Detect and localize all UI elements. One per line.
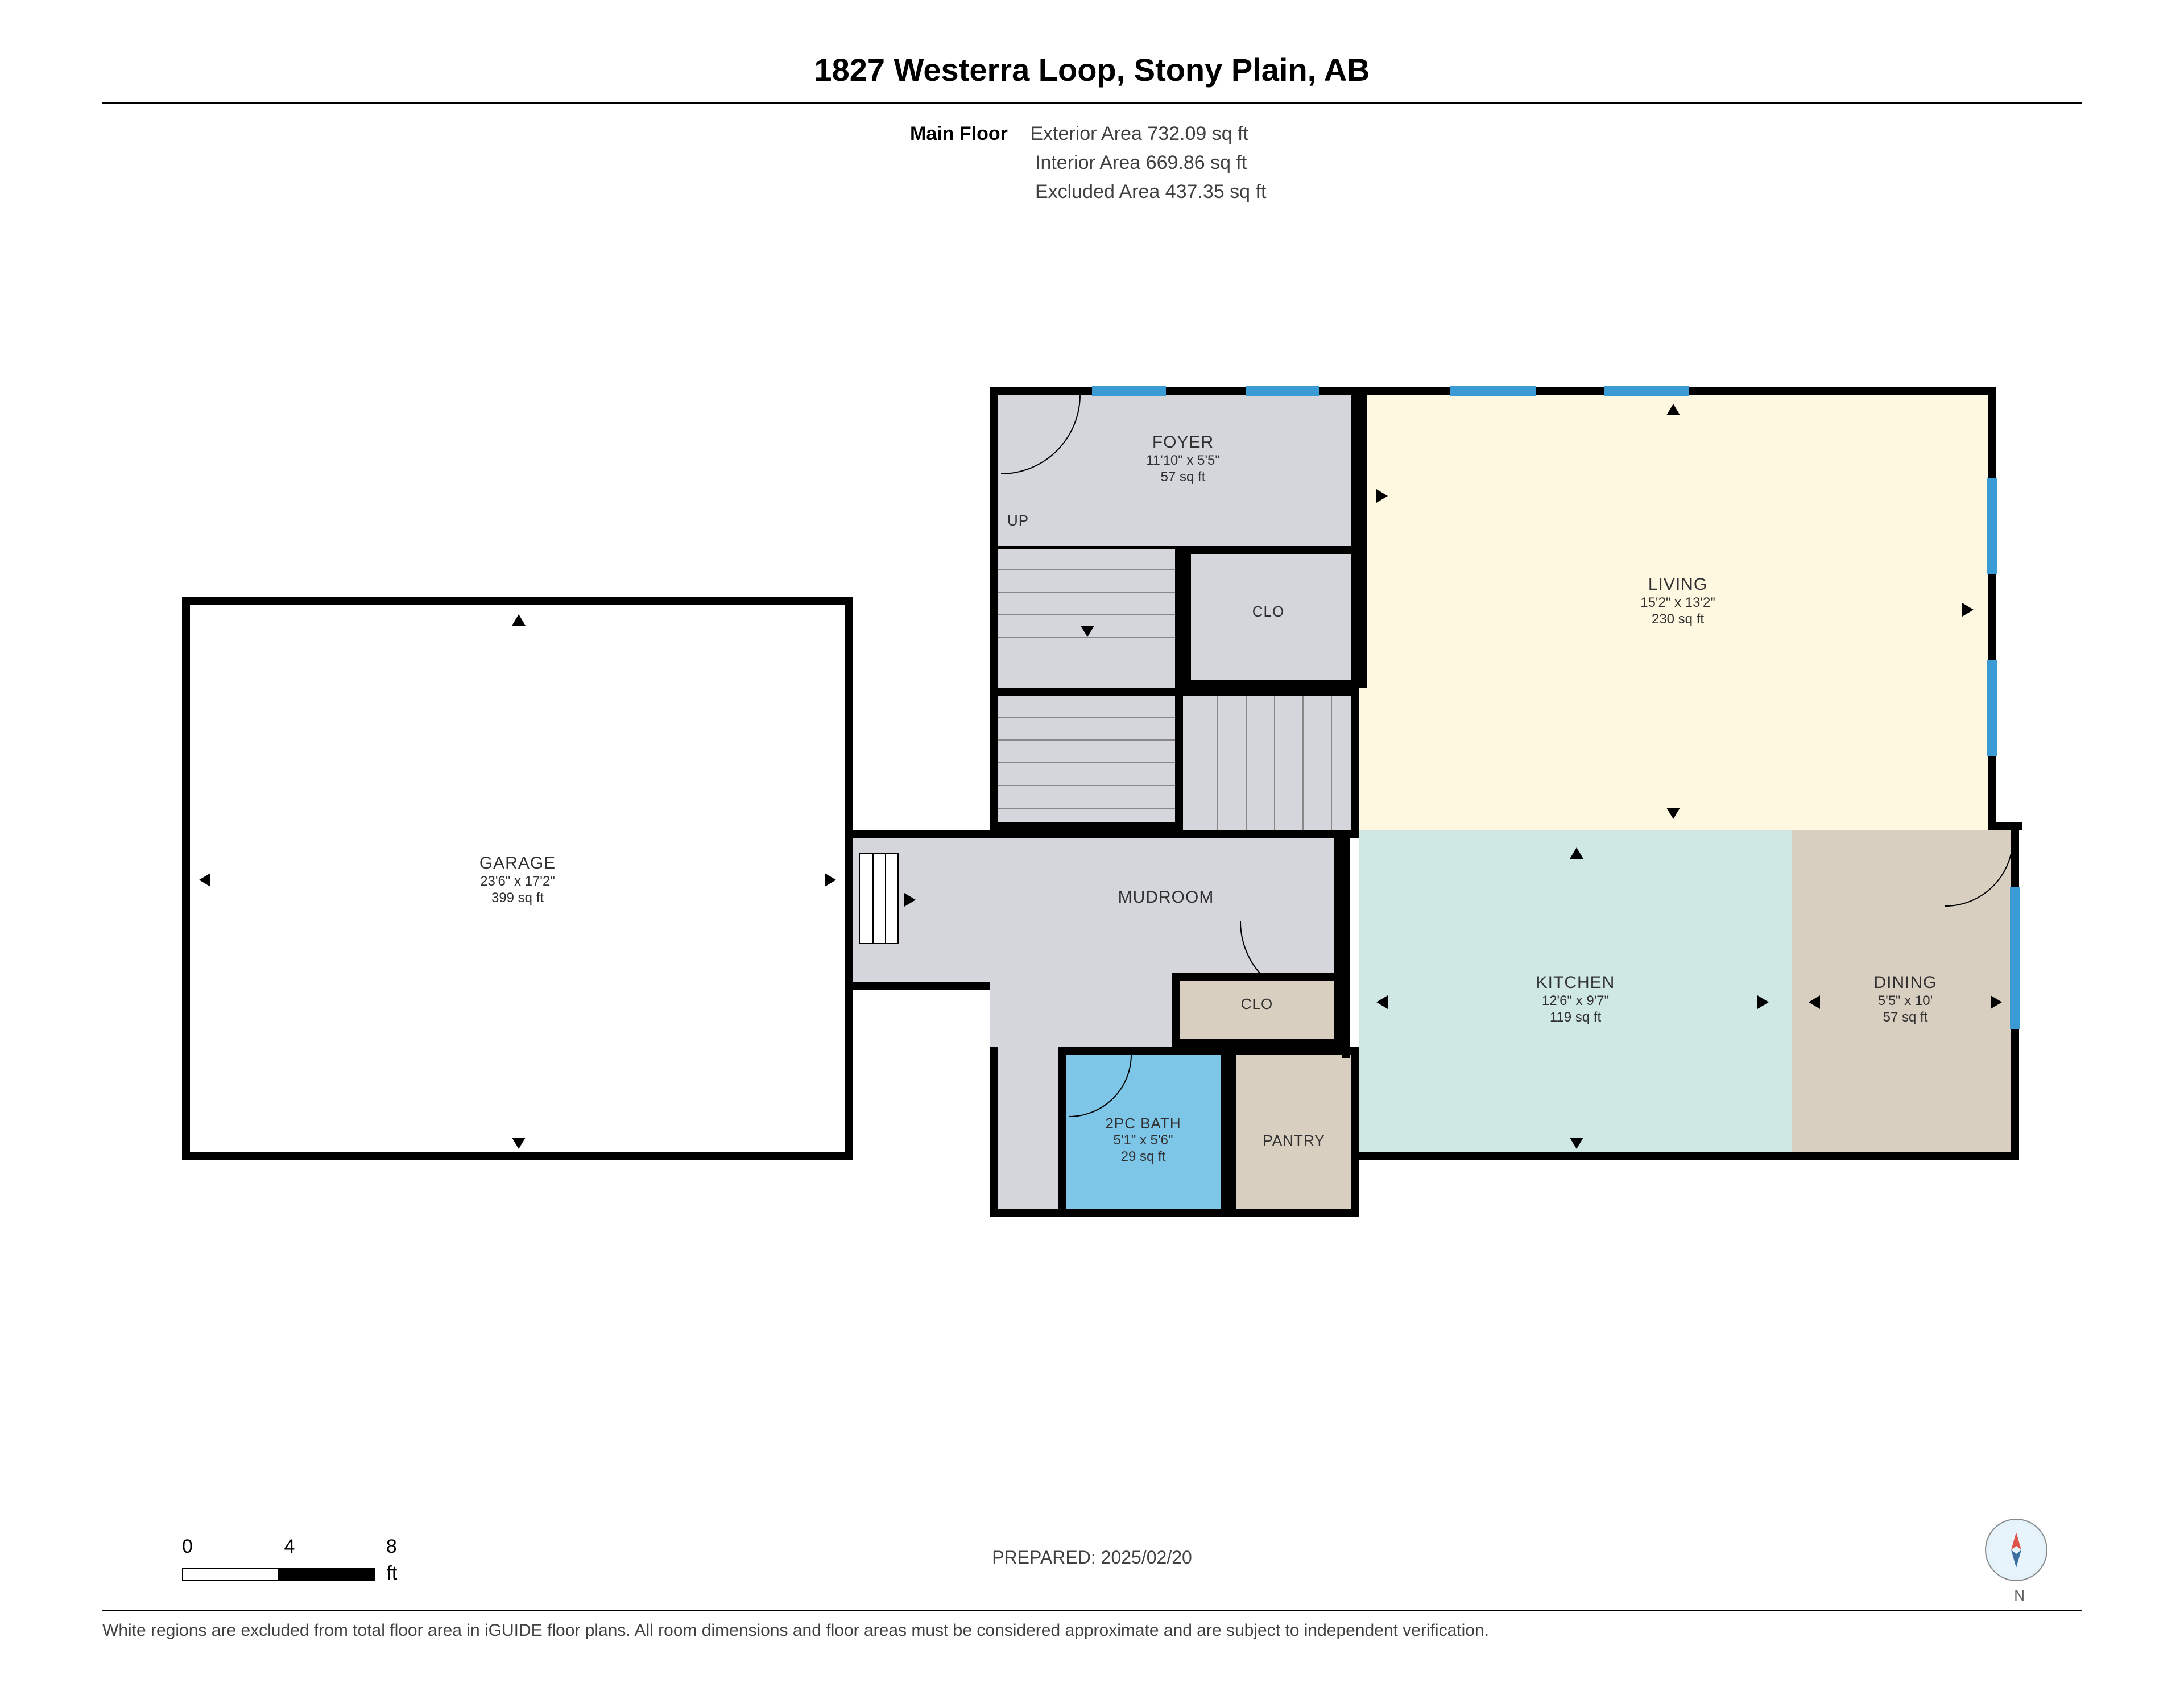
window [2010, 887, 2020, 1029]
window [1987, 660, 1997, 756]
stair-tread [998, 785, 1175, 786]
mudroom-ext [990, 1047, 1058, 1217]
window [1092, 386, 1166, 396]
compass-label: N [2014, 1587, 2025, 1605]
room-garage [182, 597, 853, 1160]
room-living [1359, 387, 1996, 830]
window [1450, 386, 1536, 396]
dim-arrow [1962, 603, 1974, 617]
window [1246, 386, 1320, 396]
stair-tread [998, 614, 1175, 615]
dim-arrow [1570, 1138, 1583, 1149]
room-stairs-lower [1183, 696, 1359, 830]
garage-steps [859, 853, 899, 944]
dim-arrow [1991, 995, 2002, 1009]
dim-arrow [1809, 995, 1820, 1009]
dim-arrow [1666, 404, 1680, 415]
dim-arrow [512, 614, 526, 626]
wall-sep [990, 830, 1359, 838]
area-excluded: Excluded Area 437.35 sq ft [910, 177, 1266, 206]
room-kitchen [1359, 830, 1792, 1160]
stair-tread [1217, 696, 1218, 830]
stair-tread [998, 762, 1175, 763]
dim-arrow [512, 1138, 526, 1149]
room-pantry [1228, 1047, 1359, 1217]
rule-bottom [102, 1610, 2082, 1611]
room-clo2 [1172, 973, 1342, 1047]
stair-arrow [1081, 626, 1094, 637]
window [1604, 386, 1689, 396]
stair-tread [998, 739, 1175, 741]
stair-tread [998, 569, 1175, 570]
prepared-date: PREPARED: 2025/02/20 [0, 1547, 2184, 1568]
dim-arrow [1757, 995, 1769, 1009]
stair-landing [990, 688, 1359, 696]
area-exterior: Exterior Area 732.09 sq ft [1030, 123, 1248, 144]
page-title: 1827 Westerra Loop, Stony Plain, AB [0, 51, 2184, 88]
stair-tread [1331, 696, 1332, 830]
dim-arrow [199, 873, 210, 887]
dim-arrow [1570, 847, 1583, 859]
stair-tread [998, 592, 1175, 593]
wall-sep [1359, 387, 1367, 688]
dim-arrow [1666, 808, 1680, 819]
dim-arrow [1376, 489, 1388, 503]
stair-tread [998, 808, 1175, 809]
stair-tread [998, 717, 1175, 718]
compass-icon [1985, 1519, 2048, 1581]
rule-top [102, 102, 2082, 104]
step-arrow [904, 893, 916, 907]
stair-tread [1302, 696, 1304, 830]
room-clo1 [1183, 546, 1359, 688]
wall-sep [1342, 830, 1350, 1058]
floor-plan: GARAGE 23'6" x 17'2" 399 sq ft FOYER 11'… [182, 387, 2002, 1240]
floor-name: Main Floor [910, 123, 1008, 144]
stair-tread [1246, 696, 1247, 830]
window [1987, 478, 1997, 574]
stair-tread [1274, 696, 1275, 830]
dim-arrow [1376, 995, 1388, 1009]
dim-arrow [825, 873, 836, 887]
area-interior: Interior Area 669.86 sq ft [910, 148, 1266, 177]
wall-sep [1988, 822, 2022, 830]
scale-seg [279, 1568, 375, 1581]
scale-seg [182, 1568, 279, 1581]
disclaimer: White regions are excluded from total fl… [102, 1621, 2082, 1640]
header-info: Main Floor Exterior Area 732.09 sq ft In… [910, 119, 1266, 206]
stair-tread [998, 637, 1175, 638]
